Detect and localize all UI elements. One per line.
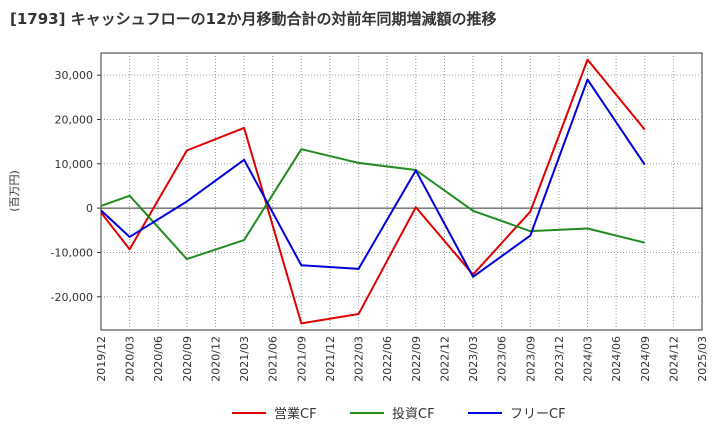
x-tick-label: 2021/09 [295, 336, 308, 382]
legend: 営業CF 投資CF フリーCF [232, 406, 566, 422]
y-tick-label: 10,000 [55, 158, 94, 171]
series-line-営業CF [100, 58, 646, 325]
x-tick-label: 2024/09 [639, 336, 652, 382]
x-tick-label: 2021/12 [324, 336, 337, 382]
series-lines [100, 58, 646, 325]
x-tick-label: 2023/06 [496, 336, 509, 382]
x-tick-labels: 2019/12 2020/03 2020/06 2020/09 2020/12 2021/… [95, 336, 709, 382]
x-tick-label: 2020/03 [124, 336, 137, 382]
x-tick-label: 2020/09 [181, 336, 194, 382]
y-tick-label: -10,000 [51, 246, 93, 259]
x-tick-label: 2022/06 [381, 336, 394, 382]
y-tick-label: 0 [86, 202, 93, 215]
x-tick-label: 2024/12 [667, 336, 680, 382]
x-tick-label: 2023/09 [524, 336, 537, 382]
x-tick-label: 2022/12 [438, 336, 451, 382]
x-tick-label: 2021/06 [267, 336, 280, 382]
y-axis-label: (百万円) [8, 170, 21, 212]
x-tick-label: 2022/09 [410, 336, 423, 382]
x-tick-label: 2023/12 [553, 336, 566, 382]
plot-area [100, 52, 703, 331]
series-line-フリーCF [100, 78, 646, 278]
x-tick-label: 2025/03 [696, 336, 709, 382]
legend-label: 投資CF [392, 406, 435, 422]
x-tick-label: 2020/06 [152, 336, 165, 382]
x-tick-label: 2023/03 [467, 336, 480, 382]
x-tick-label: 2021/03 [238, 336, 251, 382]
y-tick-label: 20,000 [55, 113, 94, 126]
legend-label: フリーCF [510, 407, 566, 422]
x-tick-label: 2019/12 [95, 336, 108, 382]
chart-title: [1793] キャッシュフローの12か月移動合計の対前年同期増減額の推移 [10, 10, 497, 28]
y-tick-label: 30,000 [55, 69, 94, 82]
x-tick-label: 2022/03 [353, 336, 366, 382]
x-tick-label: 2020/12 [209, 336, 222, 382]
x-tick-label: 2024/03 [582, 336, 595, 382]
x-tick-label: 2024/06 [610, 336, 623, 382]
y-tick-labels: 30,000 20,000 10,000 0 -10,000 -20,000 [51, 69, 101, 304]
series-line-投資CF [100, 148, 646, 261]
y-tick-label: -20,000 [51, 291, 93, 304]
legend-label: 営業CF [274, 406, 317, 422]
